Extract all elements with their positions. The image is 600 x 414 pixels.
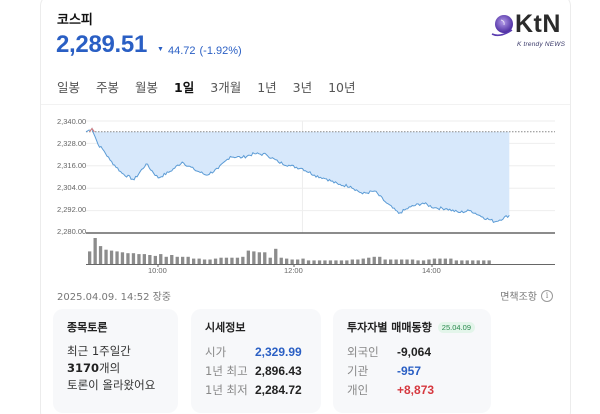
logo-text: KtN bbox=[515, 10, 561, 38]
y-tick: 2,280.00 bbox=[57, 227, 87, 236]
individual-value: +8,873 bbox=[397, 383, 435, 397]
y-tick: 2,340.00 bbox=[57, 117, 87, 126]
y-tick: 2,292.00 bbox=[57, 205, 87, 214]
year-high-label: 1년 최고 bbox=[205, 364, 248, 378]
volume-bars bbox=[88, 238, 491, 264]
market-info-row: 1년 최고 2,896.43 bbox=[205, 362, 307, 381]
tab-3years[interactable]: 3년 bbox=[292, 80, 313, 95]
x-tick: 10:00 bbox=[148, 266, 167, 275]
tab-10years[interactable]: 10년 bbox=[328, 80, 356, 95]
tab-1year[interactable]: 1년 bbox=[257, 80, 277, 95]
price-area bbox=[86, 131, 510, 223]
open-value: 2,329.99 bbox=[255, 345, 302, 359]
discussion-count: 3170 bbox=[67, 361, 100, 375]
individual-label: 개인 bbox=[347, 383, 369, 397]
tab-monthly[interactable]: 월봉 bbox=[135, 80, 159, 95]
disclaimer-link[interactable]: 면책조항 i bbox=[500, 288, 553, 303]
investor-trend-header: 투자자별 매매동향 25.04.09 bbox=[347, 319, 477, 335]
change-percent: (-1.92%) bbox=[199, 44, 242, 57]
price-row: 2,289.51 ▼ 44.72 (-1.92%) bbox=[56, 31, 242, 59]
triangle-down-icon: ▼ bbox=[157, 46, 164, 53]
info-icon[interactable]: i bbox=[541, 289, 553, 302]
institution-value: -957 bbox=[397, 364, 422, 378]
ktn-logo: KtN K trendy NEWS bbox=[490, 8, 590, 50]
price-line bbox=[85, 127, 510, 224]
year-low-label: 1년 최저 bbox=[205, 383, 248, 397]
discussion-line2: 3170개의 bbox=[67, 360, 164, 377]
institution-label: 기관 bbox=[347, 364, 369, 378]
disclaimer-label: 면책조항 bbox=[500, 292, 537, 303]
tab-3months[interactable]: 3개월 bbox=[210, 80, 242, 95]
ktn-logo-mark-icon bbox=[491, 15, 513, 37]
price-change: ▼ 44.72 (-1.92%) bbox=[157, 45, 242, 57]
x-tick: 12:00 bbox=[284, 266, 303, 275]
foreign-label: 외국인 bbox=[347, 345, 379, 359]
y-tick: 2,304.00 bbox=[57, 183, 87, 192]
discussion-line1: 최근 1주일간 bbox=[67, 344, 131, 358]
year-low-value: 2,284.72 bbox=[255, 383, 302, 397]
open-label: 시가 bbox=[205, 345, 227, 359]
investor-row: 개인 +8,873 bbox=[347, 381, 477, 400]
tab-1day[interactable]: 1일 bbox=[174, 80, 195, 95]
discussion-count-suffix: 개의 bbox=[99, 361, 121, 375]
timestamp: 2025.04.09. 14:52 장중 bbox=[57, 292, 172, 303]
tabs-divider bbox=[41, 104, 570, 105]
year-high-value: 2,896.43 bbox=[255, 364, 302, 378]
tab-daily[interactable]: 일봉 bbox=[57, 80, 81, 95]
investor-row: 외국인 -9,064 bbox=[347, 343, 477, 362]
price-line-high-segment bbox=[89, 127, 95, 133]
investor-row: 기관 -957 bbox=[347, 362, 477, 381]
discussion-title: 종목토론 bbox=[67, 321, 108, 334]
foreign-value: -9,064 bbox=[397, 345, 432, 359]
logo-subtitle: K trendy NEWS bbox=[517, 41, 566, 48]
current-price: 2,289.51 bbox=[56, 31, 148, 58]
market-info-card[interactable]: 시세정보 시가 2,329.99 1년 최고 2,896.43 1년 최저 2,… bbox=[191, 309, 321, 413]
date-badge: 25.04.09 bbox=[437, 321, 475, 333]
discussion-line3: 토론이 올라왔어요 bbox=[67, 378, 156, 392]
market-info-row: 1년 최저 2,284.72 bbox=[205, 381, 307, 400]
index-name: 코스피 bbox=[57, 13, 93, 28]
market-info-title: 시세정보 bbox=[205, 321, 246, 334]
investor-trend-title: 투자자별 매매동향 bbox=[347, 321, 432, 334]
tab-weekly[interactable]: 주봉 bbox=[96, 80, 120, 95]
x-tick: 14:00 bbox=[422, 266, 441, 275]
change-value: 44.72 bbox=[167, 44, 196, 57]
chart-footer: 2025.04.09. 14:52 장중 면책조항 i bbox=[57, 288, 553, 303]
y-tick: 2,328.00 bbox=[57, 139, 87, 148]
discussion-card[interactable]: 종목토론 최근 1주일간 3170개의 토론이 올라왔어요 bbox=[53, 309, 178, 413]
y-tick: 2,316.00 bbox=[57, 161, 87, 170]
investor-trend-card[interactable]: 투자자별 매매동향 25.04.09 외국인 -9,064 기관 -957 개인… bbox=[333, 309, 491, 413]
market-info-row: 시가 2,329.99 bbox=[205, 343, 307, 362]
period-tabs: 일봉 주봉 월봉 1일 3개월 1년 3년 10년 bbox=[57, 77, 372, 96]
